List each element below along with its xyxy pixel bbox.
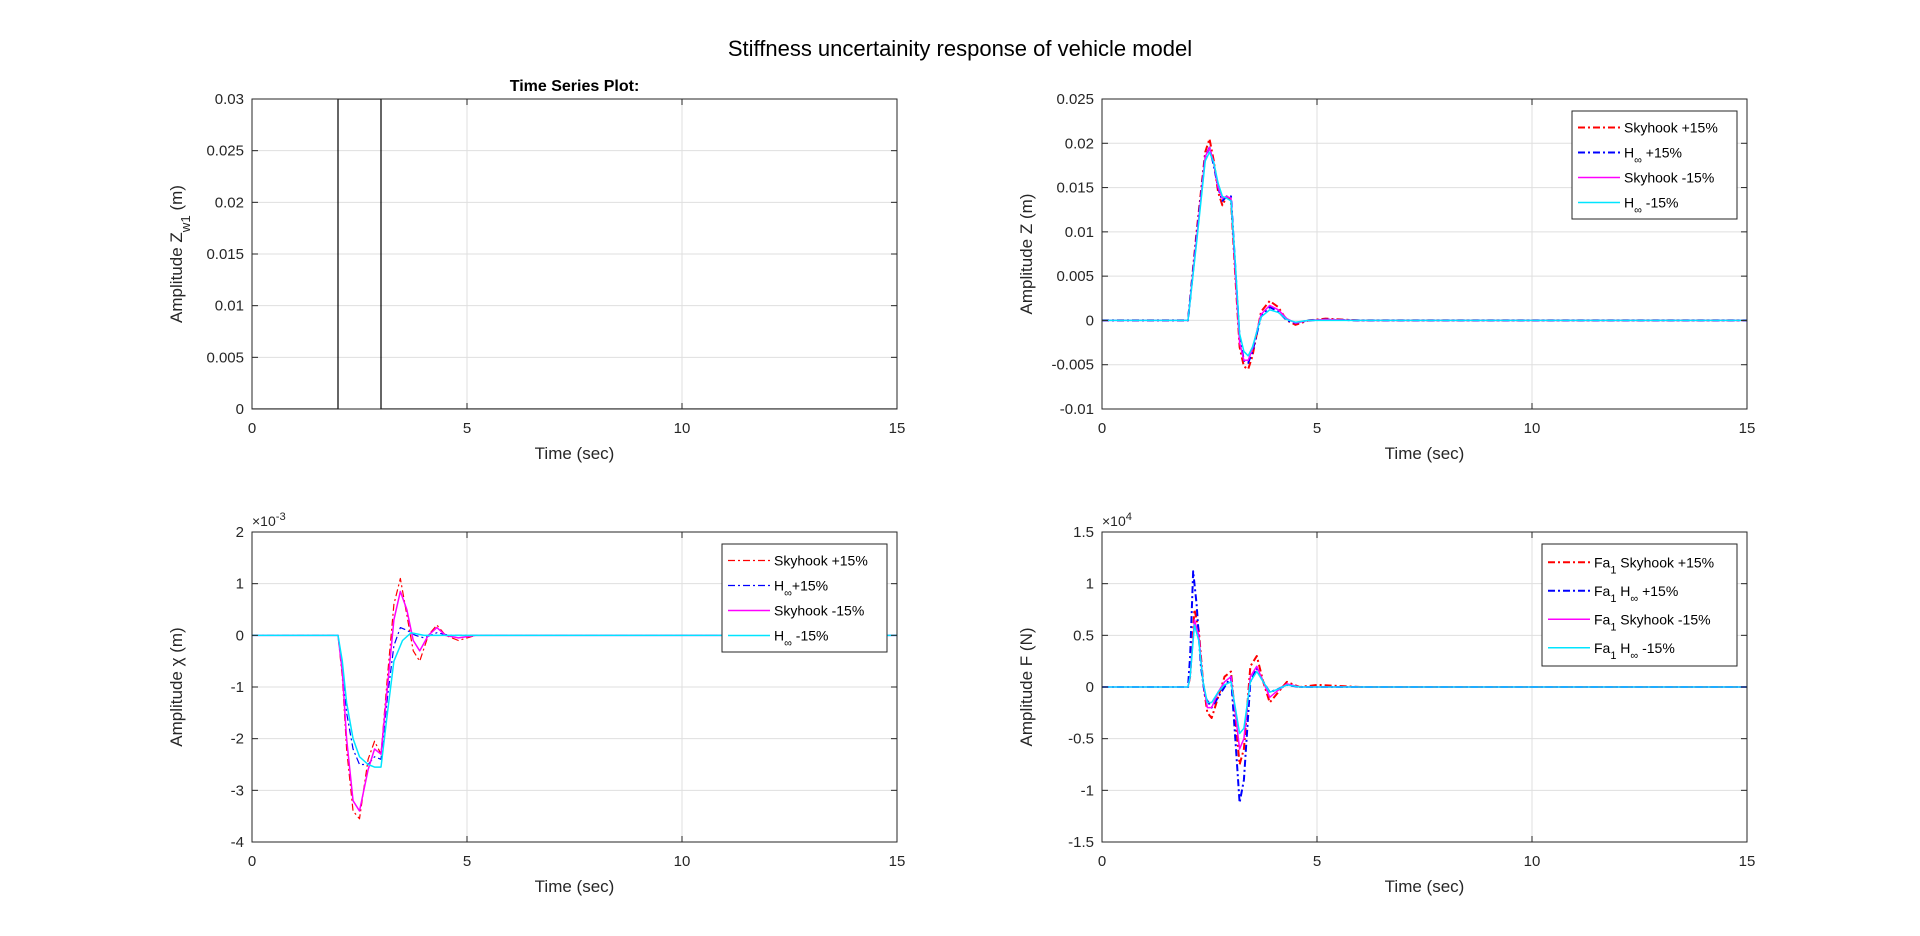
y-tick-label: 0.01: [215, 298, 244, 315]
legend-label: Skyhook -15%: [774, 603, 864, 619]
x-tick-label: 5: [1313, 420, 1321, 437]
legend-box: [721, 543, 888, 653]
y-tick-label: -0.005: [1051, 357, 1094, 374]
legend-label: Skyhook -15%: [1624, 170, 1714, 186]
legend-label: Skyhook +15%: [1624, 120, 1718, 136]
series-group: [252, 577, 897, 820]
y-tick-label: -4: [231, 834, 244, 851]
y-tick-label: 0.5: [1073, 627, 1094, 644]
subplot-4: 0 5 10 15 -1.5 -1 -0.5 0 0.5 1 1.5 ×104 Time (sec) Am…: [1017, 511, 1755, 896]
subplot-3: 0 5 10 15 -4 -3 -2 -1 0 1 2 ×10-3 Time (sec) Amplitud…: [167, 511, 905, 896]
y-tick-label: 0: [1086, 312, 1094, 329]
series-line-1: [1102, 137, 1747, 371]
legend: Fa1 Skyhook +15% Fa1 H∞ +15% Fa1 Skyhook -…: [1541, 543, 1738, 667]
series-line-2: [252, 626, 897, 766]
legend-label: H∞ -15%: [1624, 195, 1678, 217]
y-tick-label: 1.5: [1073, 524, 1094, 541]
y-axis-label: Amplitude Zw1 (m): [167, 185, 193, 323]
legend-label: Fa1 Skyhook -15%: [1594, 611, 1711, 633]
subplot-2: 0 5 10 15 -0.01 -0.005 0 0.005 0.01 0.015 0.02 0.02…: [1017, 91, 1755, 463]
x-axis-label: Time (sec): [1385, 444, 1465, 463]
legend-box: [1571, 110, 1738, 220]
x-tick-label: 10: [1524, 853, 1541, 870]
x-tick-label: 0: [1098, 853, 1106, 870]
x-tick-label: 15: [1739, 420, 1756, 437]
y-tick-label: 0.02: [215, 194, 244, 211]
y-tick-label: 0.03: [215, 91, 244, 108]
y-exponent-label: ×10-3: [252, 511, 286, 529]
series-group: [1102, 570, 1747, 804]
y-axis-label: Amplitude Z (m): [1017, 194, 1036, 315]
x-tick-label: 15: [1739, 853, 1756, 870]
y-tick-label: 0.005: [1056, 268, 1094, 285]
x-tick-label: 5: [463, 853, 471, 870]
legend-label: H∞+15%: [774, 578, 828, 600]
y-tick-label: -0.5: [1068, 731, 1094, 748]
y-tick-label: 1: [236, 576, 244, 593]
y-tick-label: -0.01: [1060, 401, 1094, 418]
y-tick-label: 0.01: [1065, 224, 1094, 241]
y-axis-label: Amplitude χ (m): [167, 627, 186, 746]
legend-label: Skyhook +15%: [774, 553, 868, 569]
series-line-3: [252, 590, 897, 812]
x-tick-label: 0: [248, 853, 256, 870]
y-tick-label: -1.5: [1068, 834, 1094, 851]
y-exponent-label: ×104: [1102, 511, 1132, 529]
y-tick-label: 0: [236, 401, 244, 418]
y-tick-label: -2: [231, 731, 244, 748]
legend-label: Fa1 H∞ +15%: [1594, 583, 1678, 605]
series-line-2: [1102, 570, 1747, 804]
x-axis-label: Time (sec): [1385, 877, 1465, 896]
y-tick-label: 0.005: [206, 349, 244, 366]
x-tick-label: 15: [889, 853, 906, 870]
legend-label: H∞ -15%: [774, 628, 828, 650]
x-axis-label: Time (sec): [535, 877, 615, 896]
x-tick-label: 0: [248, 420, 256, 437]
series-line-4: [1102, 151, 1747, 357]
series-line-4: [252, 632, 897, 768]
y-tick-label: 0.015: [206, 246, 244, 263]
subplot-1: 0 5 10 15 0 0.005 0.01 0.015 0.02 0.025 0.03 Time (…: [167, 78, 905, 463]
x-tick-label: 5: [463, 420, 471, 437]
y-tick-label: 0: [1086, 679, 1094, 696]
series-line-3: [1102, 619, 1747, 750]
y-axis-label: Amplitude F (N): [1017, 627, 1036, 746]
y-tick-label: 0: [236, 627, 244, 644]
y-tick-label: 1: [1086, 576, 1094, 593]
series-group: [1102, 137, 1747, 371]
x-axis-label: Time (sec): [535, 444, 615, 463]
legend-label: Fa1 H∞ -15%: [1594, 640, 1675, 662]
legend-box: [1541, 543, 1738, 667]
x-tick-label: 10: [674, 420, 691, 437]
legend-label: Fa1 Skyhook +15%: [1594, 554, 1714, 576]
y-tick-label: -1: [1081, 782, 1094, 799]
legend: Skyhook +15% H∞+15% Skyhook -15% H∞ -15%: [721, 543, 888, 653]
x-tick-label: 10: [674, 853, 691, 870]
series-line-1: [252, 577, 897, 820]
y-tick-label: 0.02: [1065, 135, 1094, 152]
axes-box: [1101, 98, 1748, 410]
y-tick-label: 0.025: [206, 143, 244, 160]
subplot-title: Time Series Plot:: [510, 78, 640, 95]
legend: Skyhook +15% H∞ +15% Skyhook -15% H∞ -15%: [1571, 110, 1738, 220]
x-tick-label: 0: [1098, 420, 1106, 437]
figure-title: Stiffness uncertainity response of vehic…: [728, 36, 1192, 61]
y-tick-label: 0.025: [1056, 91, 1094, 108]
y-tick-label: 2: [236, 524, 244, 541]
legend-label: H∞ +15%: [1624, 145, 1682, 167]
x-tick-label: 10: [1524, 420, 1541, 437]
y-tick-label: 0.015: [1056, 180, 1094, 197]
series-line-4: [1102, 624, 1747, 735]
x-tick-label: 5: [1313, 853, 1321, 870]
y-tick-label: -3: [231, 782, 244, 799]
y-tick-label: -1: [231, 679, 244, 696]
x-tick-label: 15: [889, 420, 906, 437]
